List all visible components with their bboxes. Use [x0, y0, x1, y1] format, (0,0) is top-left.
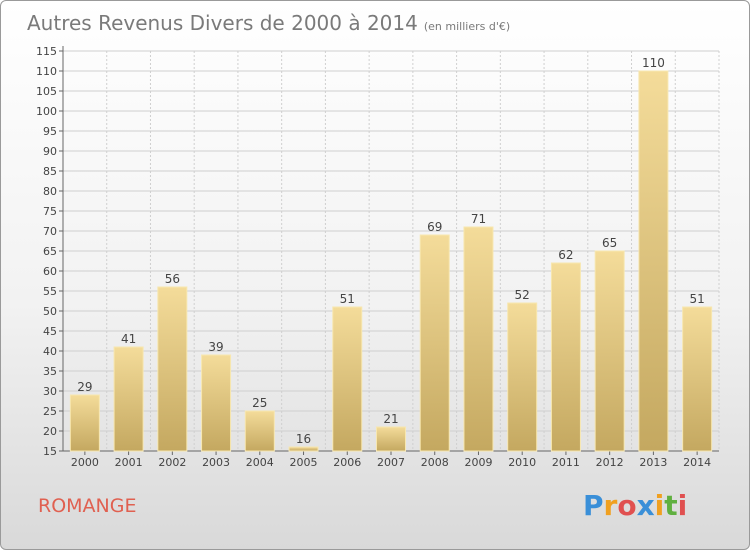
x-tick-label: 2013	[639, 456, 667, 469]
bar-value-label: 39	[208, 340, 223, 354]
y-tick-label: 95	[43, 125, 57, 138]
bar-value-label: 51	[689, 292, 704, 306]
bar-value-label: 41	[121, 332, 136, 346]
chart-title: Autres Revenus Divers de 2000 à 2014 (en …	[27, 11, 510, 35]
bar-value-label: 71	[471, 212, 486, 226]
commune-name: ROMANGE	[38, 495, 137, 517]
y-tick-label: 55	[43, 285, 57, 298]
bar	[682, 306, 713, 452]
logo-letter: t	[664, 489, 678, 522]
x-tick-label: 2006	[333, 456, 361, 469]
logo-letter: P	[583, 489, 604, 522]
bar-value-label: 25	[252, 396, 267, 410]
x-tick-label: 2003	[202, 456, 230, 469]
y-tick-label: 45	[43, 325, 57, 338]
bar	[244, 410, 275, 452]
x-tick-label: 2012	[596, 456, 624, 469]
bars	[69, 70, 713, 452]
x-tick-label: 2009	[464, 456, 492, 469]
y-tick-label: 115	[36, 45, 57, 58]
y-tick-label: 85	[43, 165, 57, 178]
x-tick-label: 2005	[290, 456, 318, 469]
x-tick-label: 2007	[377, 456, 405, 469]
proxiti-logo: Proxiti	[583, 489, 687, 522]
bar	[113, 346, 144, 452]
bar	[288, 446, 319, 452]
logo-letter: x	[636, 489, 655, 522]
x-tick-label: 2011	[552, 456, 580, 469]
bar	[332, 306, 363, 452]
y-tick-label: 80	[43, 185, 57, 198]
x-tick-label: 2008	[421, 456, 449, 469]
bar	[157, 286, 188, 452]
x-tick-label: 2000	[71, 456, 99, 469]
x-tick-label: 2014	[683, 456, 711, 469]
logo-letter: r	[603, 489, 618, 522]
x-tick-label: 2001	[115, 456, 143, 469]
bar	[550, 262, 581, 452]
chart-title-text: Autres Revenus Divers de 2000 à 2014	[27, 11, 418, 35]
bar	[376, 426, 406, 452]
bar-value-label: 110	[642, 56, 665, 70]
bar-value-label: 65	[602, 236, 617, 250]
bar	[507, 302, 538, 452]
y-tick-label: 35	[43, 365, 57, 378]
y-tick-label: 110	[36, 65, 57, 78]
bar	[419, 234, 450, 452]
y-tick-label: 60	[43, 265, 57, 278]
bar	[201, 354, 232, 452]
x-tick-label: 2002	[158, 456, 186, 469]
y-tick-label: 65	[43, 245, 57, 258]
y-tick-label: 30	[43, 385, 57, 398]
bar	[463, 226, 494, 452]
logo-letter: o	[617, 489, 637, 522]
bar-value-label: 16	[296, 432, 311, 446]
y-tick-label: 75	[43, 205, 57, 218]
bar	[69, 394, 100, 452]
y-tick-label: 70	[43, 225, 57, 238]
y-tick-label: 40	[43, 345, 57, 358]
bar-value-label: 21	[383, 412, 398, 426]
chart-unit: (en milliers d'€)	[423, 20, 511, 33]
logo-letter: i	[677, 489, 688, 522]
y-tick-label: 15	[43, 445, 57, 458]
logo-letter: i	[654, 489, 665, 522]
x-tick-label: 2004	[246, 456, 274, 469]
bar	[594, 250, 625, 452]
bar-value-label: 69	[427, 220, 442, 234]
y-tick-label: 50	[43, 305, 57, 318]
y-tick-label: 105	[36, 85, 57, 98]
bar-value-label: 62	[558, 248, 573, 262]
x-tick-label: 2010	[508, 456, 536, 469]
bar-value-label: 51	[340, 292, 355, 306]
bar	[638, 70, 669, 452]
y-tick-label: 90	[43, 145, 57, 158]
y-tick-label: 100	[36, 105, 57, 118]
bar-value-label: 29	[77, 380, 92, 394]
y-tick-label: 20	[43, 425, 57, 438]
labels: 15 20 25 30 35 40 45 50 55 60 65 70 75 80 85 90 95 100 105…	[36, 45, 711, 469]
y-tick-label: 25	[43, 405, 57, 418]
bar-value-label: 52	[515, 288, 530, 302]
bar-value-label: 56	[165, 272, 180, 286]
